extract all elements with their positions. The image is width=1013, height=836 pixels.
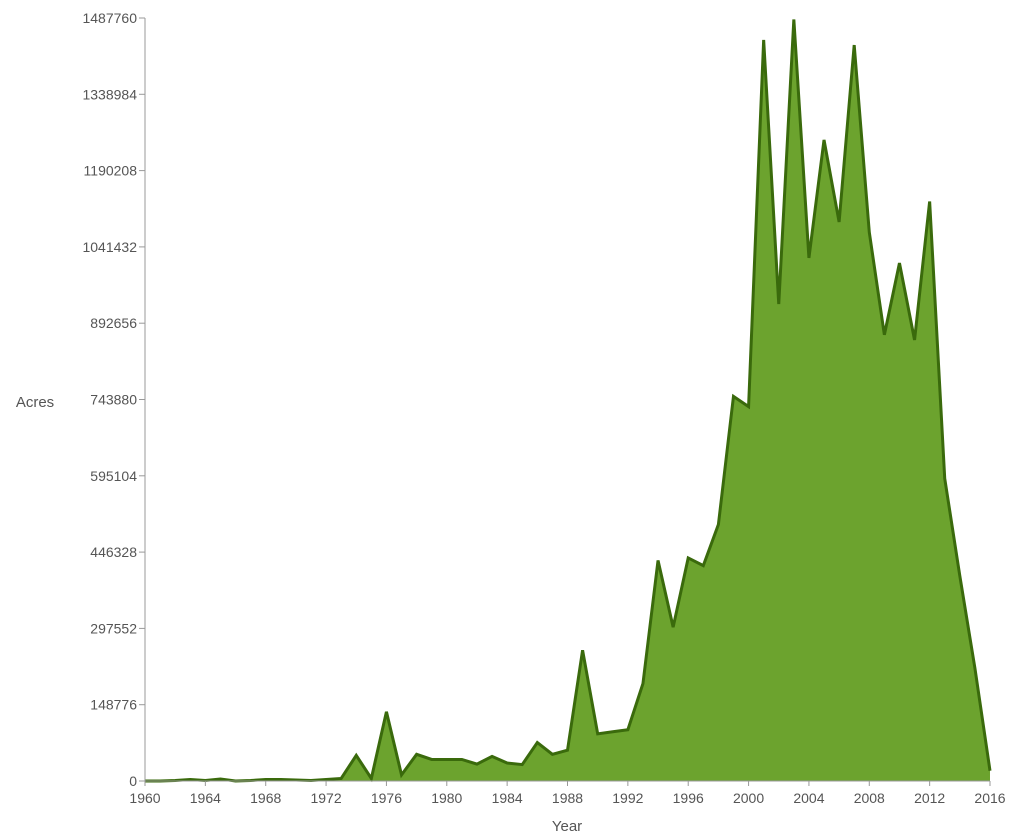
y-tick-label: 0 — [129, 773, 137, 789]
y-tick-label: 297552 — [90, 620, 137, 636]
data-point-1969 — [279, 777, 283, 781]
data-point-1994 — [656, 558, 660, 562]
area-series-line — [145, 19, 992, 783]
y-axis-title: Acres — [16, 394, 54, 411]
y-tick-label: 743880 — [90, 392, 137, 408]
data-point-1960 — [143, 779, 147, 783]
x-tick-label: 2016 — [974, 790, 1005, 806]
data-point-2015 — [973, 666, 977, 670]
data-point-2011 — [913, 338, 917, 342]
x-tick-label: 1968 — [250, 790, 281, 806]
data-point-1970 — [294, 778, 298, 782]
data-point-1980 — [445, 757, 449, 761]
data-point-1999 — [731, 394, 735, 398]
data-point-2007 — [852, 43, 856, 47]
plot-area — [145, 19, 992, 783]
data-point-1986 — [535, 741, 539, 745]
x-tick-label: 1980 — [431, 790, 462, 806]
x-tick-label: 1976 — [371, 790, 402, 806]
data-point-2016 — [988, 769, 992, 773]
x-tick-label: 2000 — [733, 790, 764, 806]
data-point-1961 — [158, 779, 162, 783]
x-tick-label: 1964 — [190, 790, 221, 806]
data-point-1981 — [460, 757, 464, 761]
data-point-2000 — [747, 405, 751, 409]
data-point-1998 — [716, 523, 720, 527]
data-point-2010 — [897, 261, 901, 265]
data-point-1988 — [566, 748, 570, 752]
y-axis-ticks: 0 148776 297552 446328 595104 743880 892656 104… — [82, 10, 145, 789]
y-tick-label: 892656 — [90, 315, 137, 331]
area-series-fill — [145, 19, 990, 782]
data-point-1977 — [400, 773, 404, 777]
data-point-1991 — [611, 730, 615, 734]
data-point-1984 — [505, 761, 509, 765]
data-point-1971 — [309, 778, 313, 782]
y-tick-label: 1190208 — [84, 163, 138, 179]
y-tick-label: 1487760 — [82, 10, 137, 26]
data-point-2009 — [882, 333, 886, 337]
data-point-1996 — [686, 556, 690, 560]
x-tick-label: 1972 — [310, 790, 341, 806]
data-point-1992 — [626, 728, 630, 732]
data-point-1978 — [415, 752, 419, 756]
data-point-1967 — [249, 778, 253, 782]
axes: 0 148776 297552 446328 595104 743880 892656 104… — [82, 10, 1005, 806]
data-point-1983 — [490, 754, 494, 758]
data-point-1963 — [188, 777, 192, 781]
x-tick-label: 1988 — [552, 790, 583, 806]
y-tick-label: 595104 — [90, 468, 137, 484]
data-point-2004 — [807, 256, 811, 260]
data-point-1972 — [324, 777, 328, 781]
y-tick-label: 446328 — [90, 544, 137, 560]
data-point-1995 — [671, 625, 675, 629]
data-point-1968 — [264, 777, 268, 781]
data-point-2001 — [762, 38, 766, 42]
x-tick-label: 1996 — [673, 790, 704, 806]
data-point-1979 — [430, 757, 434, 761]
data-point-2014 — [958, 574, 962, 578]
data-point-1974 — [354, 753, 358, 757]
data-point-2012 — [928, 199, 932, 203]
data-point-1982 — [475, 762, 479, 766]
data-point-2005 — [822, 138, 826, 142]
data-point-1989 — [581, 648, 585, 652]
data-point-2002 — [777, 302, 781, 306]
data-point-2013 — [943, 476, 947, 480]
data-point-2006 — [837, 220, 841, 224]
x-tick-label: 1960 — [129, 790, 160, 806]
data-point-1973 — [339, 776, 343, 780]
data-point-1990 — [596, 732, 600, 736]
data-point-2008 — [867, 230, 871, 234]
data-point-1965 — [218, 777, 222, 781]
x-axis-title: Year — [552, 818, 582, 835]
y-tick-label: 1041432 — [82, 239, 137, 255]
data-point-1962 — [173, 778, 177, 782]
data-point-1997 — [701, 564, 705, 568]
data-point-1987 — [550, 752, 554, 756]
y-tick-label: 1338984 — [82, 86, 137, 102]
x-tick-label: 1992 — [612, 790, 643, 806]
data-point-2003 — [792, 17, 796, 21]
y-tick-label: 148776 — [90, 697, 137, 713]
x-tick-label: 2012 — [914, 790, 945, 806]
data-point-1985 — [520, 763, 524, 767]
data-point-1993 — [641, 682, 645, 686]
data-point-1966 — [234, 779, 238, 783]
x-tick-label: 2004 — [793, 790, 824, 806]
data-point-1975 — [369, 776, 373, 780]
x-axis-ticks: 1960 1964 1968 1972 1976 1980 1984 1988 1992 1996… — [129, 781, 1006, 806]
x-tick-label: 1984 — [492, 790, 523, 806]
data-point-1964 — [203, 778, 207, 782]
x-tick-label: 2008 — [854, 790, 885, 806]
data-point-1976 — [384, 710, 388, 714]
